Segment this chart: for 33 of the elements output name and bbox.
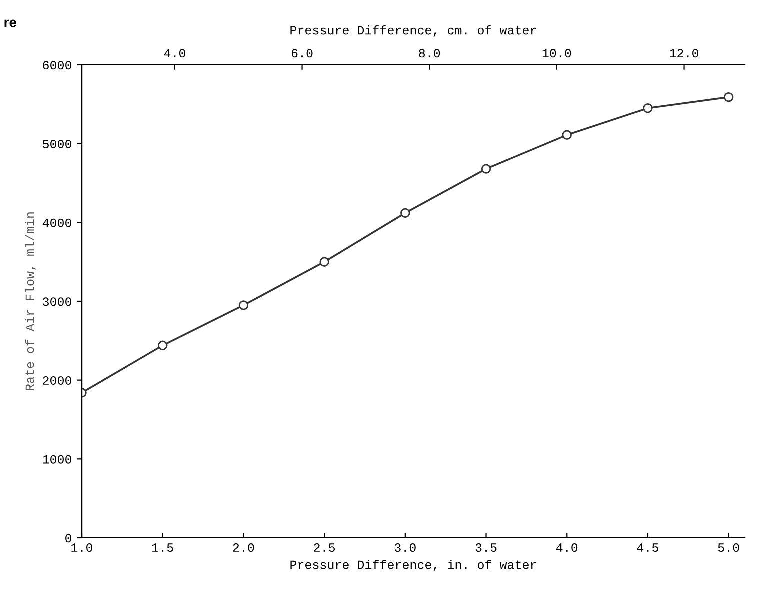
- x-tick-label: 2.0: [233, 544, 254, 552]
- text: re: [4, 20, 16, 28]
- point: [643, 103, 653, 114]
- x-tick-label: 1.5: [152, 544, 174, 552]
- y-tick-label: 5000: [43, 140, 72, 148]
- x-axis-title: Pressure Difference, in. of water: [290, 560, 536, 572]
- x2-tick-label: 10.0: [542, 49, 572, 58]
- x2-tick-label: 12.0: [670, 49, 698, 58]
- x2-tick-label: 4.0: [164, 49, 186, 58]
- point: [481, 164, 492, 174]
- x2-axis-title: Pressure Difference, cm. of water: [290, 26, 536, 37]
- y-axis-title: Rate of Air Flow, ml/min: [25, 212, 36, 391]
- x-tick-label: 1.0: [72, 544, 92, 552]
- y-tick-label: 4000: [42, 218, 72, 228]
- x2-tick-label: 8.0: [419, 49, 440, 58]
- point: [562, 130, 572, 140]
- x-tick-label: 2.5: [314, 544, 336, 552]
- y-tick-label: 2000: [43, 376, 72, 385]
- point: [400, 208, 410, 218]
- x2-tick-label: 6.0: [292, 49, 313, 58]
- y-tick-label: 1000: [43, 455, 72, 464]
- x-tick-label: 5.0: [718, 544, 740, 552]
- x-tick-label: 4.0: [556, 544, 578, 552]
- point: [724, 92, 734, 102]
- point: [158, 340, 168, 351]
- point: [238, 300, 249, 310]
- y-tick-label: 6000: [43, 61, 72, 70]
- x-tick-label: 3.0: [394, 544, 416, 552]
- x-tick-label: 3.5: [476, 544, 497, 552]
- point: [320, 257, 330, 267]
- x-tick-label: 4.5: [637, 544, 658, 552]
- y-tick-label: 3000: [43, 298, 72, 306]
- y-tick-label: 0: [66, 534, 72, 543]
